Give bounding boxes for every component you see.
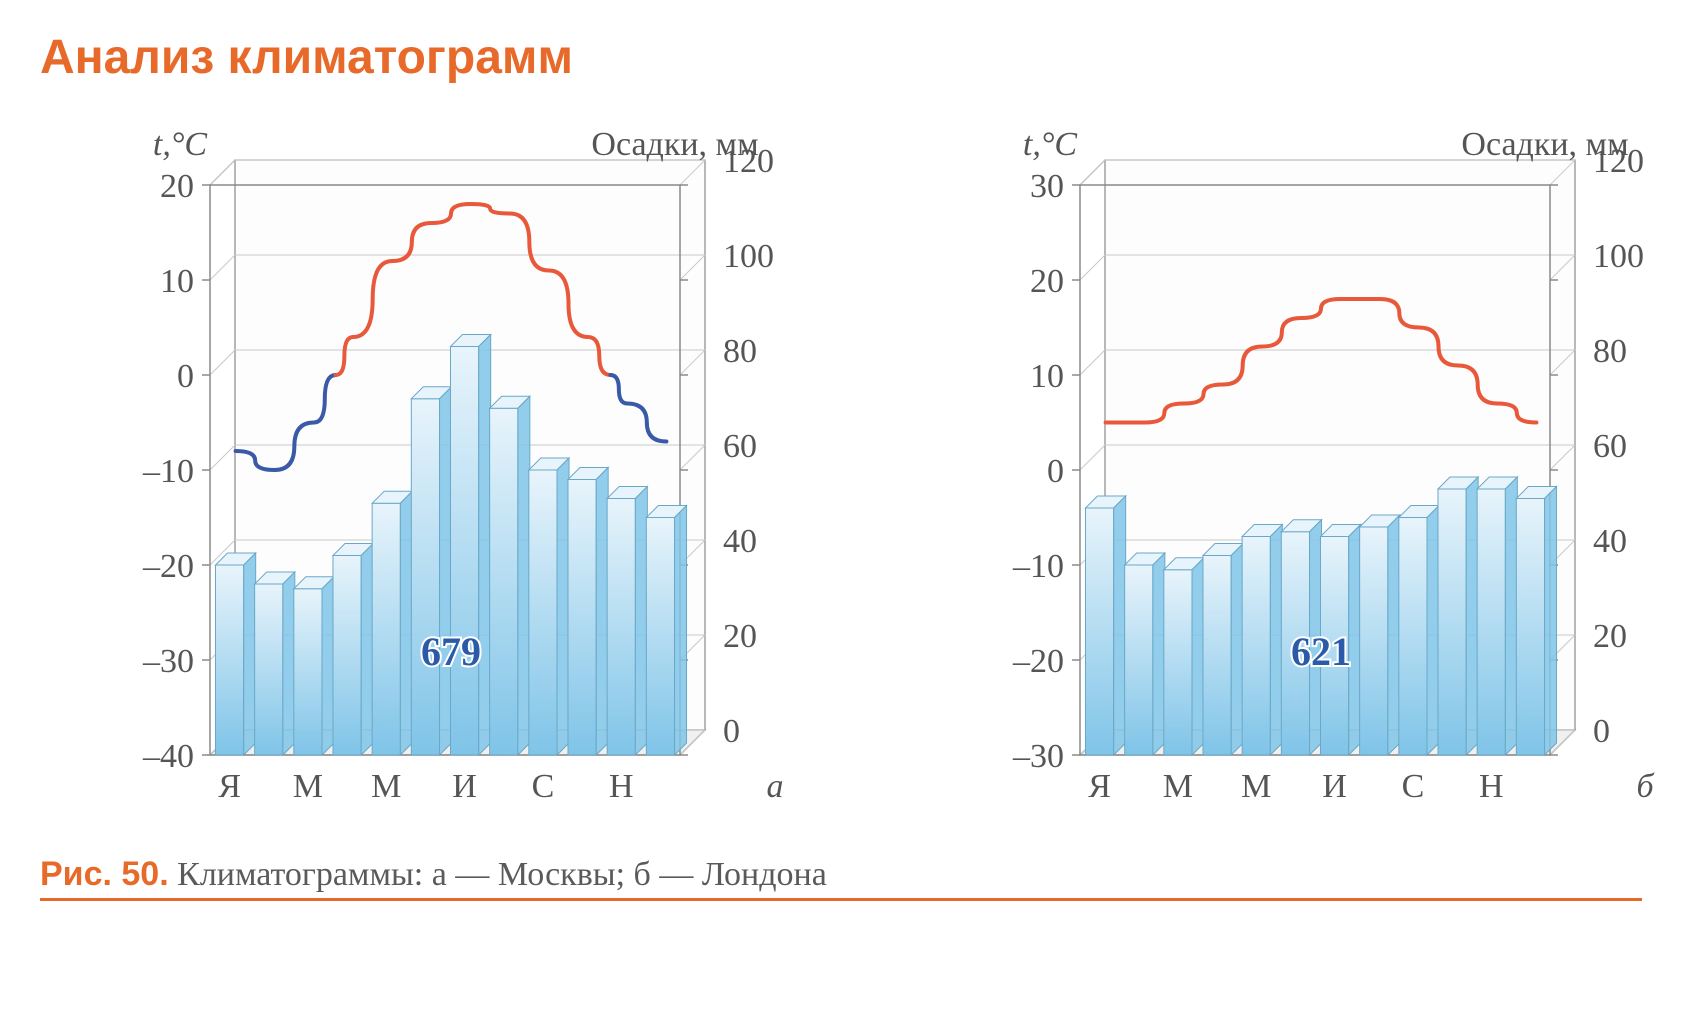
svg-text:t,°C: t,°C (1023, 126, 1078, 163)
charts-row: –40–30–20–1001020020406080100120t,°CОсад… (40, 115, 1642, 815)
climatogram-moscow: –40–30–20–1001020020406080100120t,°CОсад… (100, 115, 830, 815)
svg-text:80: 80 (1593, 333, 1627, 370)
svg-text:t,°C: t,°C (153, 126, 208, 163)
svg-text:10: 10 (1030, 358, 1064, 395)
svg-text:100: 100 (1593, 238, 1644, 275)
svg-text:30: 30 (1030, 168, 1064, 205)
chart-svg-moscow: –40–30–20–1001020020406080100120t,°CОсад… (100, 115, 830, 815)
svg-text:20: 20 (723, 618, 757, 655)
svg-text:Осадки, мм: Осадки, мм (591, 126, 758, 163)
svg-text:а: а (767, 768, 784, 805)
svg-text:–30: –30 (142, 643, 194, 680)
svg-text:–20: –20 (1012, 643, 1064, 680)
svg-text:20: 20 (160, 168, 194, 205)
svg-text:М: М (1241, 768, 1271, 805)
svg-text:20: 20 (1593, 618, 1627, 655)
caption-text: Климатограммы: а — Москвы; б — Лондона (177, 856, 827, 893)
svg-text:0: 0 (723, 713, 740, 750)
svg-text:–30: –30 (1012, 738, 1064, 775)
svg-text:Осадки, мм: Осадки, мм (1461, 126, 1628, 163)
svg-text:80: 80 (723, 333, 757, 370)
svg-text:10: 10 (160, 263, 194, 300)
svg-text:621: 621 (1291, 629, 1351, 674)
svg-text:Н: Н (1479, 768, 1504, 805)
svg-text:–10: –10 (142, 453, 194, 490)
climatogram-london: –30–20–100102030020406080100120t,°CОсадк… (970, 115, 1682, 815)
svg-text:С: С (532, 768, 555, 805)
svg-text:–10: –10 (1012, 548, 1064, 585)
svg-text:100: 100 (723, 238, 774, 275)
svg-text:60: 60 (1593, 428, 1627, 465)
svg-text:М: М (1163, 768, 1193, 805)
figure-caption: Рис. 50. Климатограммы: а — Москвы; б — … (40, 845, 1642, 901)
svg-text:40: 40 (723, 523, 757, 560)
svg-text:60: 60 (723, 428, 757, 465)
svg-text:40: 40 (1593, 523, 1627, 560)
svg-text:679: 679 (421, 629, 481, 674)
svg-text:0: 0 (1047, 453, 1064, 490)
svg-text:М: М (371, 768, 401, 805)
svg-text:–40: –40 (142, 738, 194, 775)
svg-text:Я: Я (1088, 768, 1111, 805)
svg-text:С: С (1402, 768, 1425, 805)
caption-label: Рис. 50. (40, 855, 169, 893)
svg-text:0: 0 (177, 358, 194, 395)
svg-text:0: 0 (1593, 713, 1610, 750)
svg-text:М: М (293, 768, 323, 805)
svg-text:Я: Я (218, 768, 241, 805)
page-title: Анализ климатограмм (40, 30, 1642, 85)
svg-text:И: И (452, 768, 477, 805)
svg-text:б: б (1636, 768, 1655, 805)
svg-text:–20: –20 (142, 548, 194, 585)
svg-text:Н: Н (609, 768, 634, 805)
svg-text:И: И (1322, 768, 1347, 805)
chart-svg-london: –30–20–100102030020406080100120t,°CОсадк… (970, 115, 1682, 815)
svg-text:20: 20 (1030, 263, 1064, 300)
